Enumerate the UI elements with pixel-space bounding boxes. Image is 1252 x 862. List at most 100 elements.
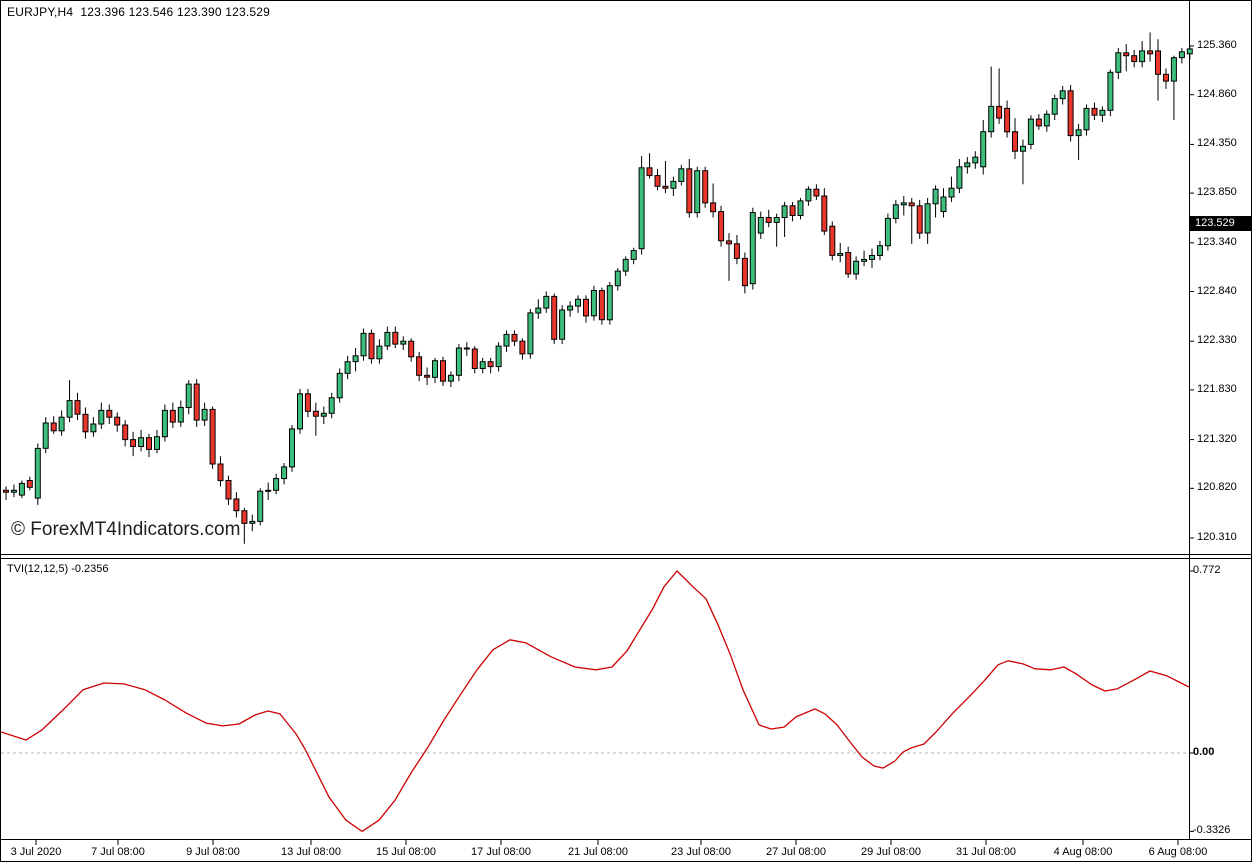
bull-candle xyxy=(781,205,788,219)
bear-candle xyxy=(702,170,709,204)
bear-candle xyxy=(3,489,9,493)
bear-candle xyxy=(122,424,129,441)
current-price-value: 123.529 xyxy=(1195,217,1235,229)
price-axis-label: 122.330 xyxy=(1197,334,1237,346)
bull-candle xyxy=(805,188,812,202)
bull-candle xyxy=(320,412,327,417)
bear-candle xyxy=(519,340,526,355)
bull-candle xyxy=(352,355,359,363)
bull-candle xyxy=(10,489,17,493)
bull-candle xyxy=(1051,98,1058,115)
bull-candle xyxy=(328,397,335,414)
price-axis[interactable] xyxy=(1190,1,1251,839)
bull-candle xyxy=(630,250,637,260)
bear-candle xyxy=(130,439,137,447)
bull-candle xyxy=(98,409,105,425)
bull-candle xyxy=(265,489,272,492)
bull-candle xyxy=(575,298,581,307)
bull-candle xyxy=(495,345,502,368)
bear-candle xyxy=(908,202,915,207)
bear-candle xyxy=(304,393,311,412)
bear-candle xyxy=(241,510,248,524)
bull-candle xyxy=(694,170,701,214)
time-axis-label: 15 Jul 08:00 xyxy=(376,846,436,858)
indicator-axis-label: 0.772 xyxy=(1193,564,1221,576)
bull-candle xyxy=(1178,51,1185,59)
bull-candle xyxy=(384,331,391,347)
bear-candle xyxy=(511,333,518,342)
time-axis-label: 27 Jul 08:00 xyxy=(766,846,826,858)
bear-candle xyxy=(821,195,828,232)
bull-candle xyxy=(34,447,41,499)
symbol-title: EURJPY,H4 123.396 123.546 123.390 123.52… xyxy=(7,5,271,19)
bull-candle xyxy=(58,416,65,432)
watermark: © ForexMT4Indicators.com xyxy=(11,519,241,540)
bull-candle xyxy=(606,285,613,321)
bull-candle xyxy=(297,393,303,430)
price-axis-label: 121.830 xyxy=(1197,383,1237,395)
bull-candle xyxy=(535,307,542,314)
bear-candle xyxy=(789,205,796,217)
bull-candle xyxy=(66,400,73,418)
bear-candle xyxy=(408,340,415,358)
bull-candle xyxy=(1186,48,1193,55)
bear-candle xyxy=(662,185,669,189)
bear-candle xyxy=(1131,55,1138,63)
bull-candle xyxy=(837,253,844,256)
bull-candle xyxy=(932,188,939,205)
bear-candle xyxy=(424,374,431,378)
bear-candle xyxy=(654,175,661,187)
price-axis-label: 125.360 xyxy=(1197,39,1237,51)
tvi-indicator-line xyxy=(1,570,1190,833)
bull-candle xyxy=(614,270,621,287)
current-price-badge: 123.529 xyxy=(1190,216,1251,231)
bull-candle xyxy=(948,187,955,198)
bull-candle xyxy=(670,180,677,189)
bear-candle xyxy=(1123,52,1130,57)
bull-candle xyxy=(1083,107,1090,131)
time-axis-label: 9 Jul 08:00 xyxy=(186,846,240,858)
bull-candle xyxy=(336,372,343,399)
price-axis-label: 123.340 xyxy=(1197,236,1237,248)
bear-candle xyxy=(225,480,232,500)
bull-candle xyxy=(678,168,685,183)
bull-candle xyxy=(161,409,168,438)
bull-candle xyxy=(543,295,550,309)
bull-candle xyxy=(249,520,256,524)
bear-candle xyxy=(26,480,33,488)
bull-candle xyxy=(400,340,407,345)
bear-candle xyxy=(169,409,176,423)
bear-candle xyxy=(487,361,494,368)
bear-candle xyxy=(583,298,589,317)
bear-candle xyxy=(718,211,725,242)
bull-candle xyxy=(273,478,280,491)
bull-candle xyxy=(869,255,875,260)
bear-candle xyxy=(233,498,240,512)
bear-candle xyxy=(845,252,852,275)
bull-candle xyxy=(447,374,454,382)
bull-candle xyxy=(1139,50,1146,63)
bull-candle xyxy=(138,437,145,448)
bull-candle xyxy=(185,383,192,409)
bull-candle xyxy=(432,360,438,378)
bull-candle xyxy=(1020,145,1026,152)
bear-candle xyxy=(829,225,836,256)
bear-candle xyxy=(1012,131,1018,152)
bull-candle xyxy=(1170,57,1177,82)
bear-candle xyxy=(50,422,57,432)
time-axis-label: 4 Aug 08:00 xyxy=(1053,846,1113,858)
time-axis-label: 21 Jul 08:00 xyxy=(568,846,628,858)
price-axis-label: 120.310 xyxy=(1197,531,1237,543)
time-axis-label: 6 Aug 08:00 xyxy=(1148,846,1208,858)
bull-candle xyxy=(1107,71,1114,111)
price-axis-label: 123.850 xyxy=(1197,186,1237,198)
bull-candle xyxy=(1027,118,1034,145)
bull-candle xyxy=(972,156,979,164)
bull-candle xyxy=(479,361,486,370)
bull-candle xyxy=(90,423,97,433)
bear-candle xyxy=(312,410,319,417)
time-axis-label: 31 Jul 08:00 xyxy=(956,846,1016,858)
bull-candle xyxy=(956,166,963,189)
